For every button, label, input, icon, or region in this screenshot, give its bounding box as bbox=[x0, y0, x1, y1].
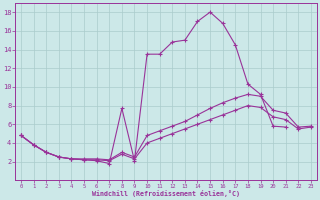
X-axis label: Windchill (Refroidissement éolien,°C): Windchill (Refroidissement éolien,°C) bbox=[92, 190, 240, 197]
